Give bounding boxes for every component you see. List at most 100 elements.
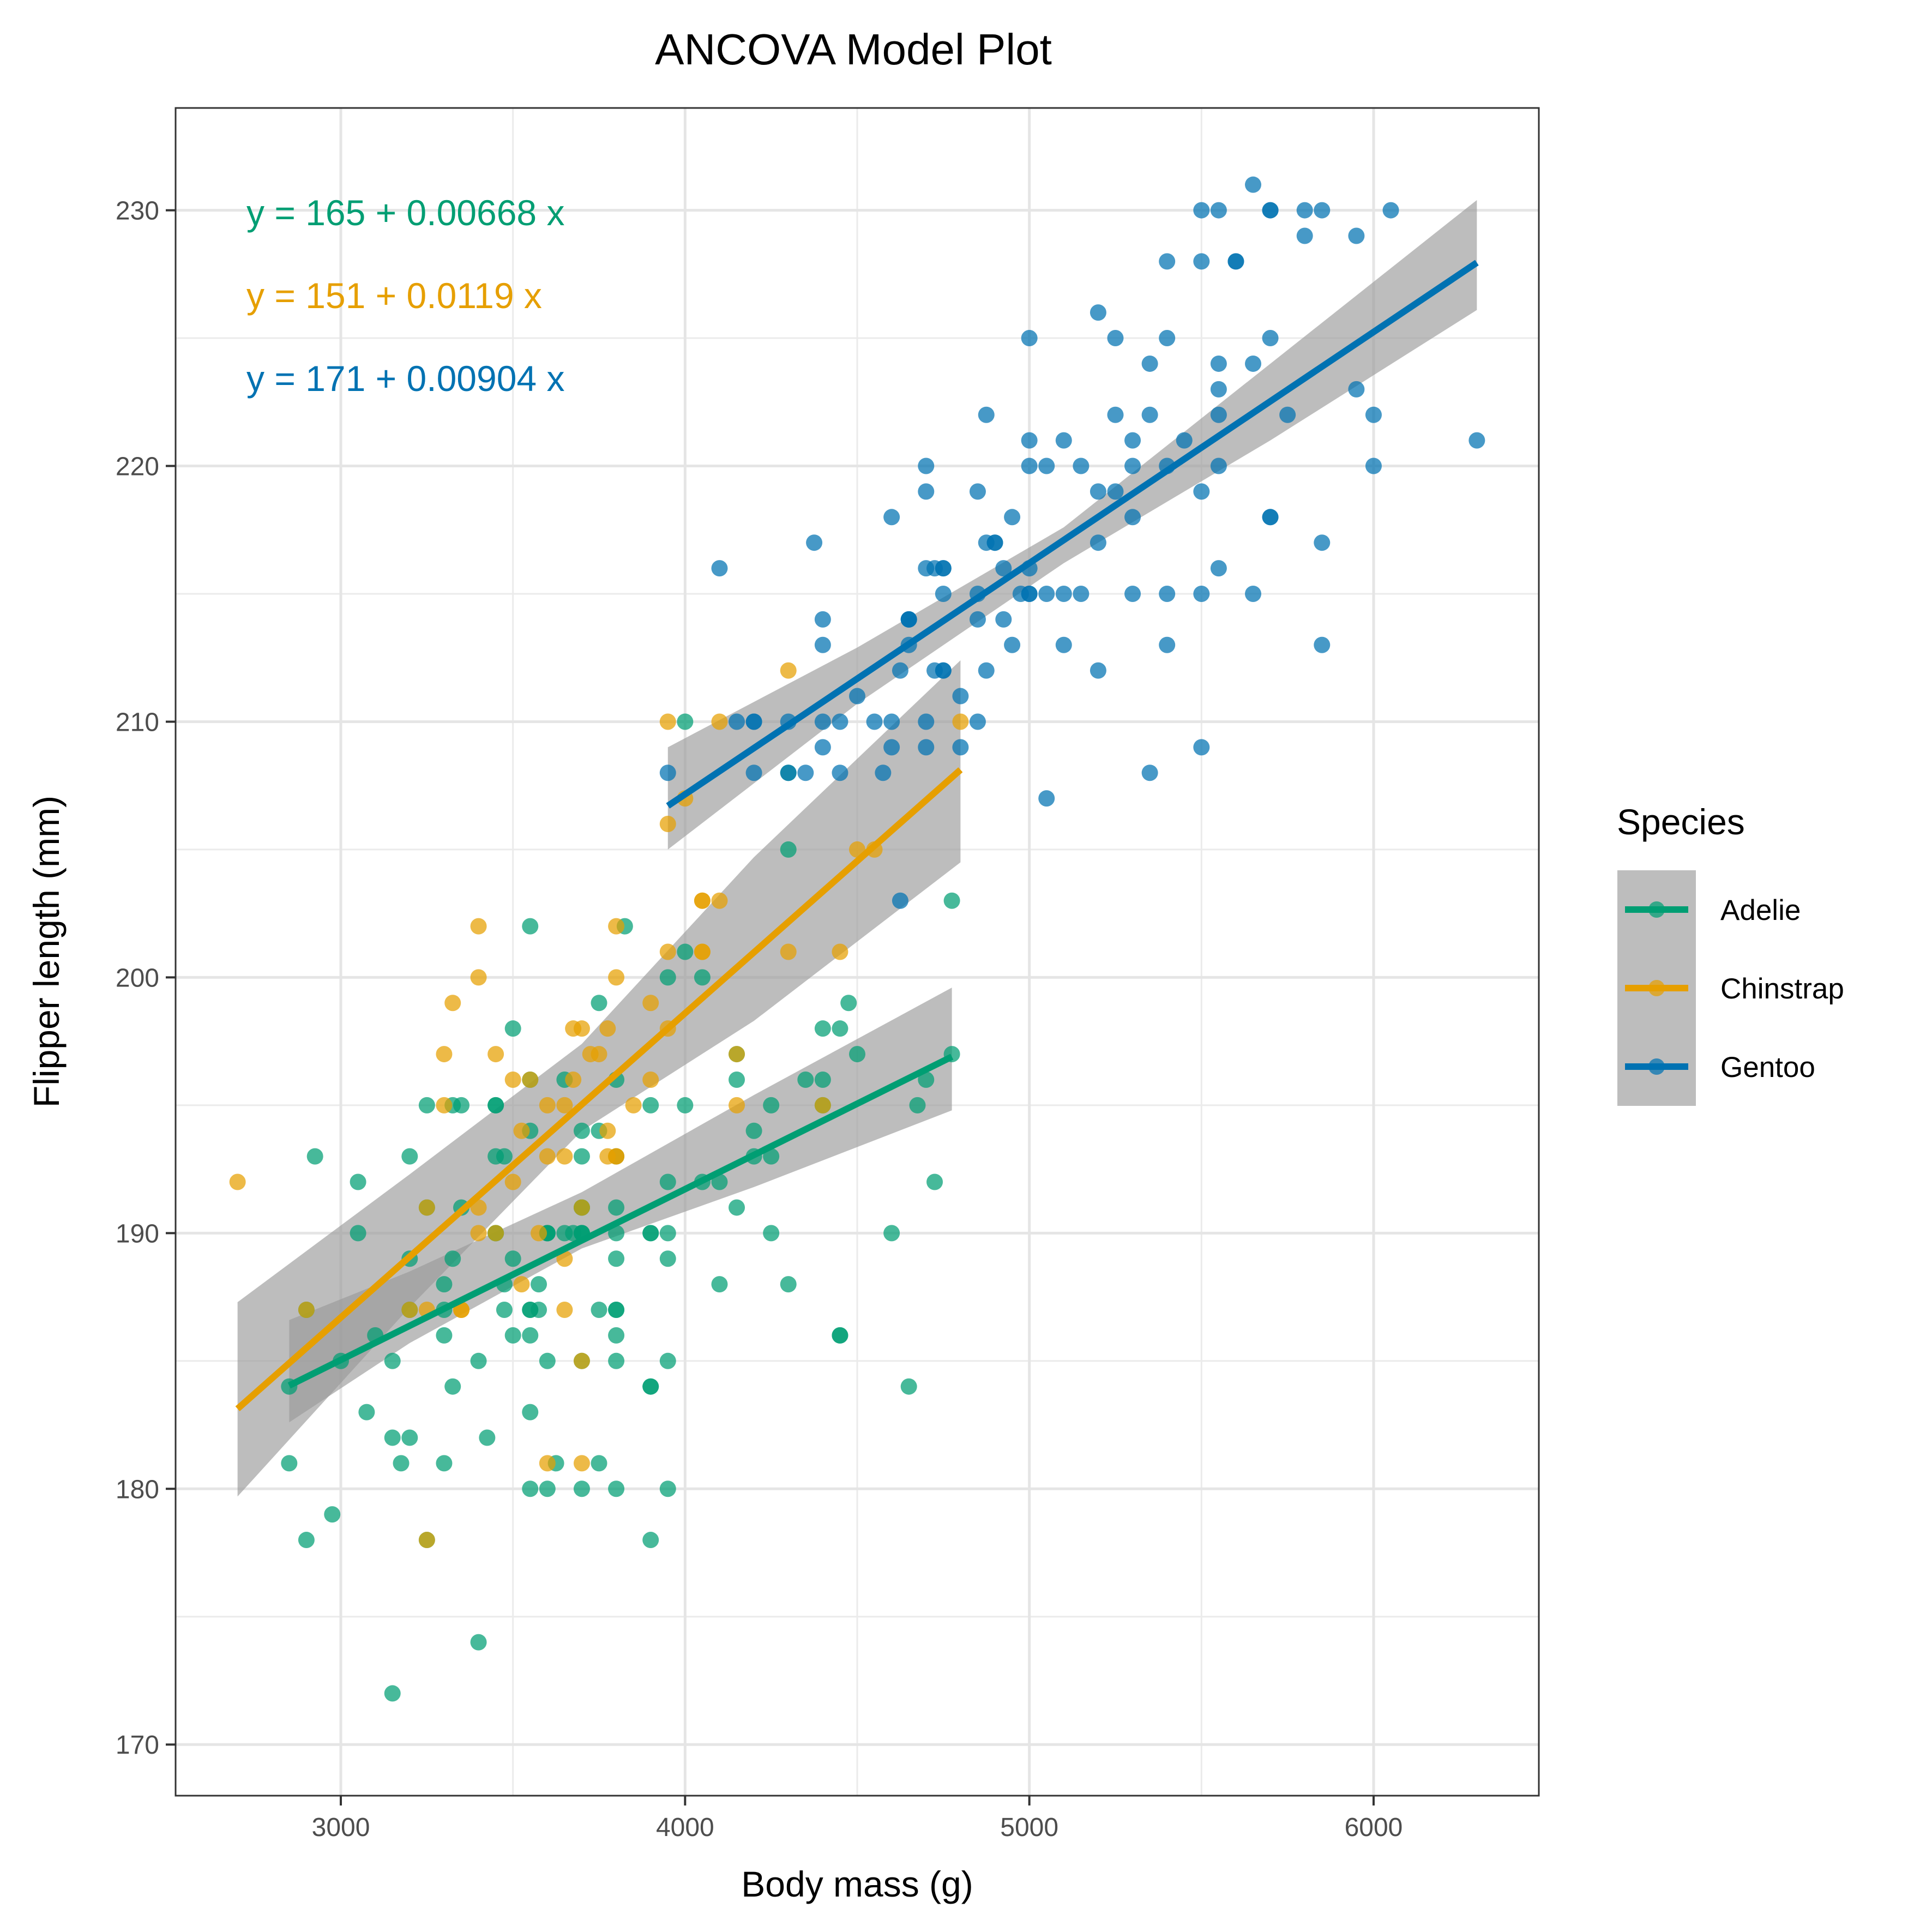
point-chinstrap [780,943,797,960]
point-chinstrap [608,969,625,986]
point-adelie [763,1148,780,1165]
point-adelie [496,1302,513,1319]
point-gentoo [918,739,935,756]
point-adelie [745,1122,762,1139]
point-chinstrap [539,1097,556,1114]
y-tick-label: 190 [116,1219,159,1248]
point-gentoo [969,611,986,628]
point-adelie [393,1455,410,1472]
x-tick-label: 3000 [312,1813,370,1842]
point-gentoo [729,713,745,730]
point-adelie [849,1046,865,1063]
point-adelie [659,1352,676,1369]
point-gentoo [883,509,900,526]
point-gentoo [1193,253,1210,270]
point-chinstrap [642,1071,659,1088]
point-chinstrap [625,1097,642,1114]
point-chinstrap [659,713,676,730]
y-axis-title: Flipper length (mm) [26,796,67,1108]
point-gentoo [926,560,943,577]
regression-lines [235,260,1479,1411]
point-gentoo [1038,458,1055,474]
point-chinstrap [814,1097,831,1114]
point-adelie [298,1532,315,1549]
data-points [229,176,1485,1702]
point-gentoo [1107,406,1124,423]
point-chinstrap [694,943,711,960]
point-gentoo [1314,534,1331,551]
point-adelie [926,1173,943,1190]
point-gentoo [1124,458,1141,474]
point-chinstrap [565,1071,582,1088]
point-gentoo [1210,458,1227,474]
point-gentoo [969,483,986,500]
y-tick-label: 180 [116,1475,159,1504]
point-gentoo [995,560,1012,577]
point-gentoo [1176,432,1193,449]
point-adelie [504,1327,521,1344]
point-chinstrap [729,1097,745,1114]
legend-title: Species [1617,802,1745,842]
point-gentoo [1038,585,1055,602]
point-gentoo [814,713,831,730]
point-adelie [504,1250,521,1267]
y-tick-label: 200 [116,964,159,992]
point-gentoo [892,892,908,909]
point-gentoo [1038,790,1055,807]
point-gentoo [832,765,848,781]
point-gentoo [1107,330,1124,347]
point-adelie [608,1352,625,1369]
point-gentoo [1159,253,1176,270]
point-adelie [522,1480,539,1497]
x-tick-label: 5000 [1000,1813,1058,1842]
point-adelie [608,1480,625,1497]
point-gentoo [780,765,797,781]
point-adelie [659,1480,676,1497]
point-gentoo [883,739,900,756]
point-chinstrap [573,1352,590,1369]
point-gentoo [892,662,908,679]
regression-equations: y = 165 + 0.00668 x y = 151 + 0.0119 x y =… [246,192,564,399]
point-adelie [780,841,797,858]
point-gentoo [1021,458,1038,474]
point-chinstrap [470,969,487,986]
point-gentoo [1124,585,1141,602]
axes: 3000 4000 5000 6000 170 180 190 200 210 220 230 [116,197,1403,1842]
point-adelie [780,1276,797,1293]
point-gentoo [935,662,952,679]
point-chinstrap [418,1532,435,1549]
point-chinstrap [522,1071,539,1088]
point-chinstrap [694,892,711,909]
point-gentoo [883,713,900,730]
x-axis-title: Body mass (g) [741,1864,973,1904]
point-adelie [659,1225,676,1242]
point-adelie [909,1097,926,1114]
point-gentoo [1073,458,1090,474]
point-chinstrap [573,1199,590,1216]
point-adelie [573,1480,590,1497]
point-adelie [918,1071,935,1088]
point-gentoo [1365,458,1382,474]
point-gentoo [1245,355,1262,372]
point-gentoo [918,713,935,730]
point-adelie [522,1404,539,1421]
point-gentoo [832,713,848,730]
point-gentoo [952,688,969,705]
point-chinstrap [556,1097,573,1114]
legend: Species Adelie Chinstrap Gentoo [1617,802,1844,1106]
point-adelie [642,1378,659,1395]
point-adelie [539,1352,556,1369]
point-gentoo [1245,176,1262,193]
equation-adelie: y = 165 + 0.00668 x [246,192,564,233]
point-chinstrap [531,1225,547,1242]
point-adelie [814,1071,831,1088]
point-chinstrap [539,1148,556,1165]
point-adelie [832,1327,848,1344]
point-gentoo [849,688,865,705]
point-adelie [711,1276,728,1293]
ci-band-gentoo [667,200,1477,850]
point-gentoo [1159,585,1176,602]
point-adelie [814,1020,831,1037]
point-adelie [384,1685,401,1702]
point-chinstrap [711,892,728,909]
